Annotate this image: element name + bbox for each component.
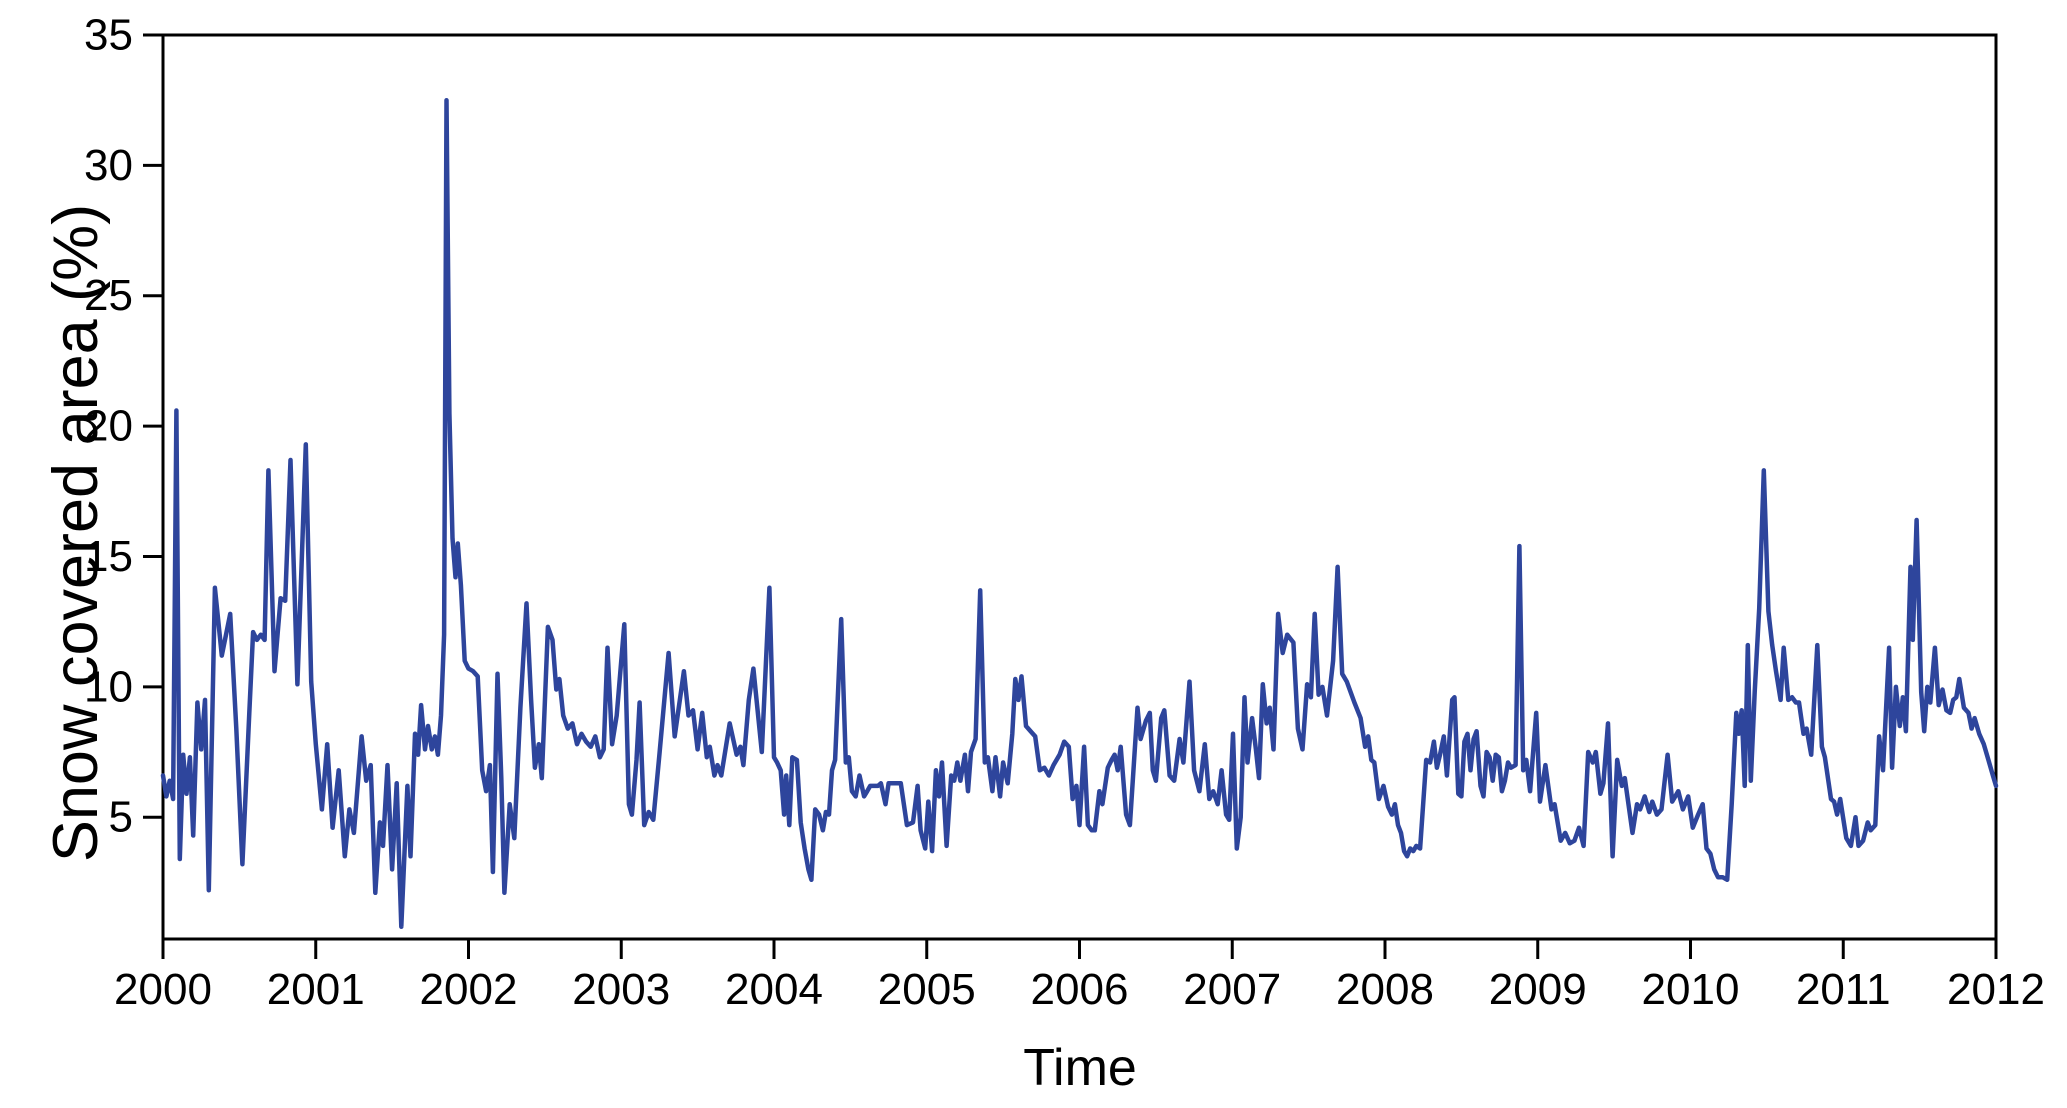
x-tick-label-2000: 2000 [114,965,212,1014]
y-axis-label: Snow covered area (%) [41,204,111,862]
x-tick-label-2004: 2004 [725,965,823,1014]
x-tick-label-2011: 2011 [1796,965,1891,1014]
axis-ticks: 5 10 15 20 25 30 35 2000 2001 2002 2003 2004 2005 200… [84,11,2045,1015]
data-line-0 [160,97,1999,929]
x-tick-label-2005: 2005 [878,965,976,1014]
y-tick-label-35: 35 [84,11,133,60]
y-tick-label-30: 30 [84,141,133,190]
y-tick-label-5: 5 [109,793,133,842]
y-tick-label-10: 10 [84,662,133,711]
x-tick-label-2002: 2002 [420,965,518,1014]
x-tick-label-2010: 2010 [1642,965,1740,1014]
y-tick-label-25: 25 [84,271,133,320]
x-tick-label-2006: 2006 [1031,965,1129,1014]
x-axis-label: Time [1023,1039,1137,1097]
y-tick-label-20: 20 [84,402,133,451]
x-tick-label-2003: 2003 [572,965,670,1014]
x-tick-label-2008: 2008 [1336,965,1434,1014]
x-tick-label-2012: 2012 [1947,965,2045,1014]
data-line-group [160,97,1999,929]
x-tick-label-2007: 2007 [1183,965,1281,1014]
x-tick-label-2001: 2001 [267,965,365,1014]
x-tick-label-2009: 2009 [1489,965,1587,1014]
y-tick-label-15: 15 [84,532,133,581]
